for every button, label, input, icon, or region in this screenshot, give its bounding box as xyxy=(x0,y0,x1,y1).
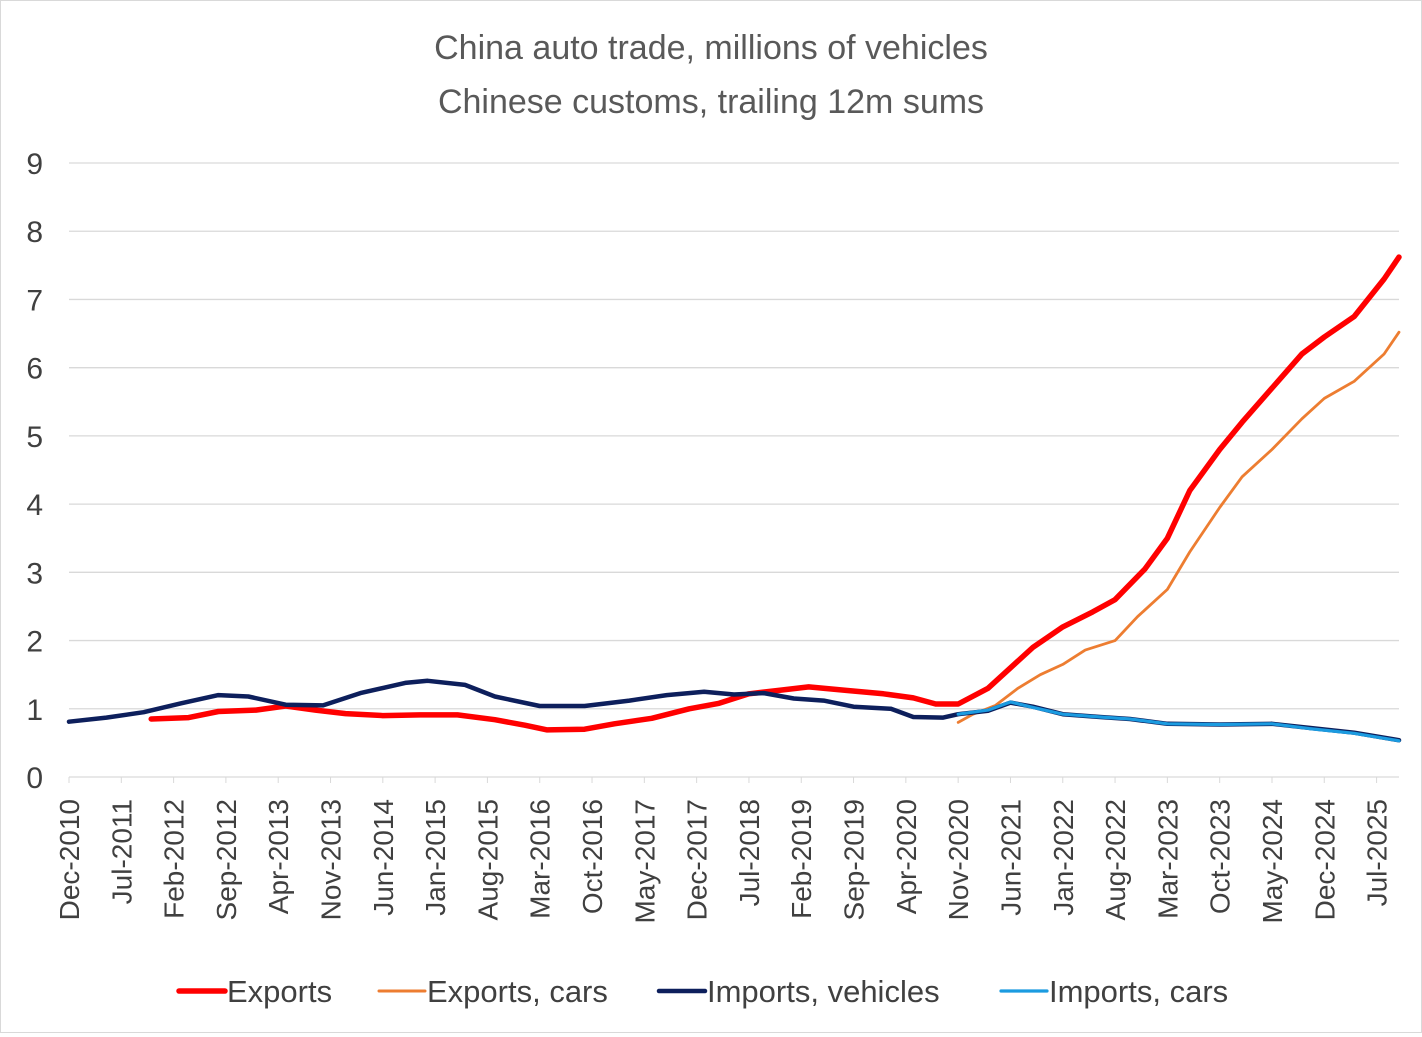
x-tick-label: May-2024 xyxy=(1257,799,1288,924)
y-tick-label: 2 xyxy=(26,626,43,659)
y-tick-label: 7 xyxy=(26,284,43,317)
y-tick-label: 3 xyxy=(26,557,43,590)
y-tick-label: 1 xyxy=(26,694,43,727)
legend-label: Exports, cars xyxy=(427,974,608,1009)
y-tick-label: 9 xyxy=(26,148,43,181)
x-tick-label: Nov-2013 xyxy=(316,799,347,920)
legend-label: Imports, cars xyxy=(1049,974,1228,1009)
x-tick-label: Nov-2020 xyxy=(943,799,974,920)
x-tick-label: Feb-2012 xyxy=(159,799,190,919)
series-line-imports-cars xyxy=(956,700,1401,743)
x-tick-label: Jan-2015 xyxy=(420,799,451,916)
x-tick-label: Jan-2022 xyxy=(1048,799,1079,916)
x-tick-label: Jun-2021 xyxy=(995,799,1026,916)
x-axis: Dec-2010 Jul-2011 Feb-2012 Sep-2012 Apr-2013… xyxy=(54,777,1393,924)
x-tick-label: Apr-2013 xyxy=(263,799,294,914)
y-tick-label: 4 xyxy=(26,489,43,522)
y-axis: 0 1 2 3 4 5 6 7 8 9 xyxy=(26,148,43,795)
x-tick-label: Mar-2023 xyxy=(1152,799,1183,919)
x-tick-label: Mar-2016 xyxy=(525,799,556,919)
chart-subtitle: Chinese customs, trailing 12m sums xyxy=(438,83,984,121)
y-tick-label: 8 xyxy=(26,216,43,249)
legend-label: Imports, vehicles xyxy=(707,974,940,1009)
series-line-exports-cars xyxy=(956,330,1401,724)
x-tick-label: Sep-2012 xyxy=(211,799,242,920)
x-tick-label: Oct-2016 xyxy=(577,799,608,914)
x-tick-label: Dec-2017 xyxy=(682,799,713,920)
gridlines xyxy=(69,162,1399,778)
x-tick-label: Aug-2015 xyxy=(472,799,503,920)
x-tick-label: Jul-2018 xyxy=(734,799,765,906)
y-tick-label: 0 xyxy=(26,762,43,795)
x-tick-label: May-2017 xyxy=(629,799,660,924)
x-tick-label: Jun-2014 xyxy=(368,799,399,916)
x-tick-label: Dec-2024 xyxy=(1309,799,1340,920)
x-tick-label: Feb-2019 xyxy=(786,799,817,919)
series-line-exports xyxy=(148,254,1402,733)
x-tick-label: Jul-2011 xyxy=(106,799,137,904)
y-tick-label: 5 xyxy=(26,421,43,454)
legend: Exports Exports, cars Imports, vehicles Imp… xyxy=(176,974,1228,1009)
x-tick-label: Dec-2010 xyxy=(54,799,85,920)
chart-title: China auto trade, millions of vehicles xyxy=(434,29,988,67)
x-tick-label: Apr-2020 xyxy=(891,799,922,914)
plot-area xyxy=(66,254,1402,743)
x-tick-label: Jul-2025 xyxy=(1362,799,1393,906)
legend-label: Exports xyxy=(227,974,332,1009)
x-tick-label: Sep-2019 xyxy=(839,799,870,920)
x-tick-label: Oct-2023 xyxy=(1205,799,1236,914)
y-tick-label: 6 xyxy=(26,353,43,386)
x-tick-label: Aug-2022 xyxy=(1100,799,1131,920)
